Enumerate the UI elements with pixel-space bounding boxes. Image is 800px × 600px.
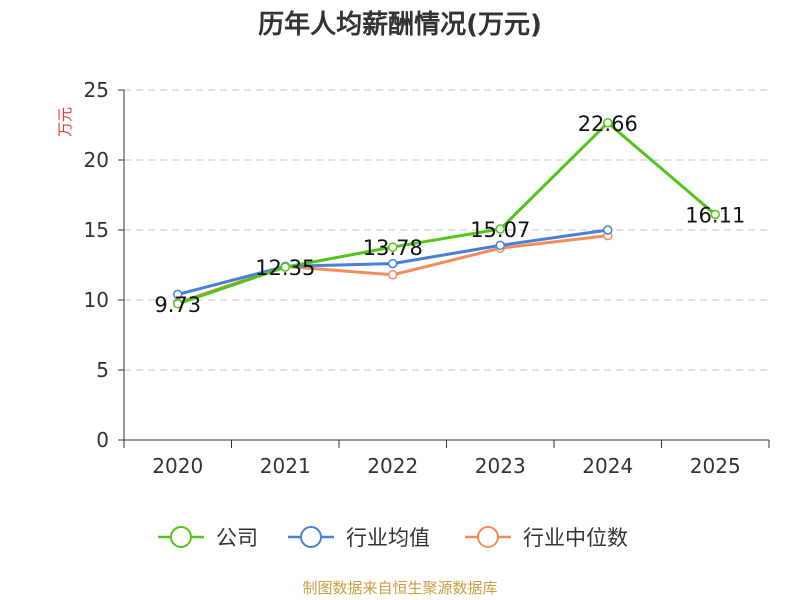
data-label: 16.11 <box>685 203 745 227</box>
data-point[interactable] <box>388 258 398 269</box>
legend: 公司 行业均值 行业中位数 <box>158 526 628 550</box>
y-tick-label: 25 <box>84 78 109 102</box>
legend-item[interactable]: 行业均值 <box>288 526 430 550</box>
series-line <box>177 121 717 306</box>
legend-marker <box>300 526 322 548</box>
x-tick-label: 2020 <box>152 454 203 478</box>
x-tick-label: 2021 <box>260 454 311 478</box>
legend-marker <box>477 526 499 548</box>
data-label: 22.66 <box>578 112 638 136</box>
y-tick-label: 15 <box>84 218 109 242</box>
x-tick-label: 2022 <box>367 454 418 478</box>
data-point[interactable] <box>388 270 398 280</box>
data-label: 12.35 <box>255 256 315 280</box>
y-tick-label: 10 <box>84 288 109 312</box>
data-point[interactable] <box>495 240 505 251</box>
data-point[interactable] <box>388 242 398 252</box>
data-label: 9.73 <box>154 293 201 317</box>
y-tick-label: 20 <box>84 148 109 172</box>
y-tick-label: 5 <box>96 358 109 382</box>
data-labels: 9.73 12.35 13.78 15.07 22.66 16.11 <box>154 112 745 317</box>
data-point[interactable] <box>173 289 183 300</box>
x-tick-label: 2024 <box>582 454 633 478</box>
data-point[interactable] <box>603 118 613 128</box>
x-tick-label: 2025 <box>690 454 741 478</box>
legend-label: 行业中位数 <box>523 526 628 550</box>
x-tick-label: 2023 <box>475 454 526 478</box>
legend-label: 公司 <box>216 526 258 550</box>
data-label: 13.78 <box>363 236 423 260</box>
data-point[interactable] <box>280 262 290 272</box>
series-公司 <box>173 118 720 309</box>
legend-label: 行业均值 <box>346 526 430 550</box>
legend-item[interactable]: 行业中位数 <box>465 526 628 550</box>
data-point[interactable] <box>603 225 613 235</box>
grid-lines <box>124 89 769 371</box>
y-axis-label: 万元 <box>56 107 74 137</box>
data-point[interactable] <box>495 224 505 234</box>
legend-item[interactable]: 公司 <box>158 526 258 550</box>
data-label: 15.07 <box>470 218 530 242</box>
data-point[interactable] <box>710 209 720 220</box>
source-note: 制图数据来自恒生聚源数据库 <box>302 579 497 597</box>
chart-title: 历年人均薪酬情况(万元) <box>258 9 542 40</box>
series-lines <box>173 118 720 309</box>
legend-marker <box>170 526 192 548</box>
data-point[interactable] <box>173 299 183 309</box>
y-tick-label: 0 <box>96 428 109 452</box>
